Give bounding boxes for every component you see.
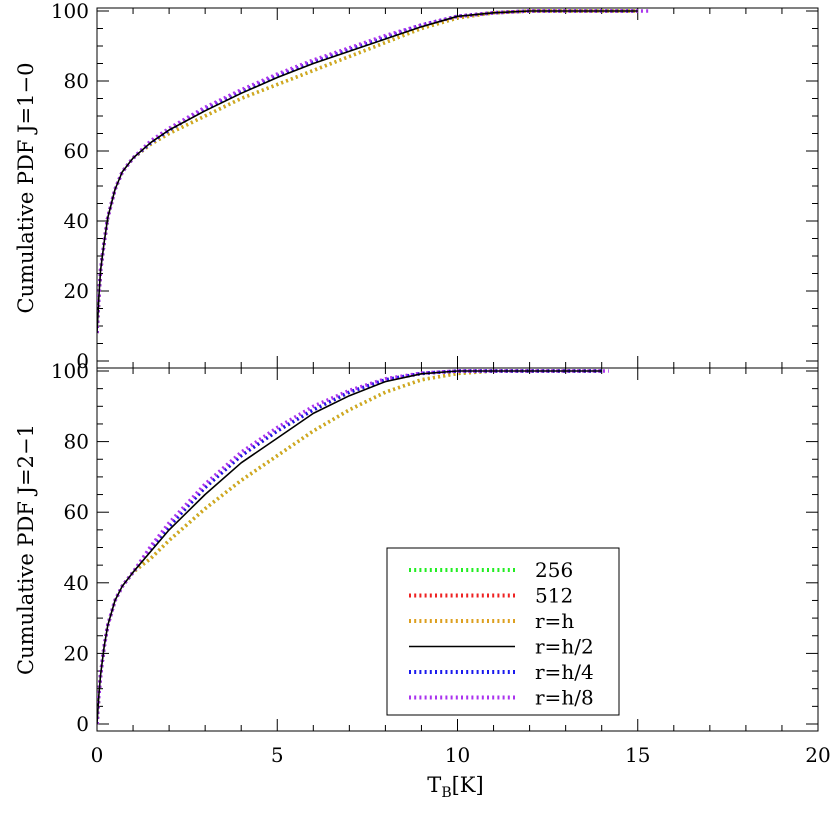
y-tick-label: 100 — [51, 359, 89, 383]
legend-label: r=h — [535, 609, 574, 633]
y-tick-label: 0 — [76, 712, 89, 736]
x-tick-label: 0 — [91, 743, 104, 767]
y-tick-label: 60 — [64, 500, 89, 524]
series-line-r-h-4 — [97, 9, 638, 334]
y-tick-label: 20 — [64, 641, 89, 665]
legend-box — [386, 547, 620, 716]
x-tick-label: 15 — [625, 743, 650, 767]
y-tick-label: 40 — [64, 571, 89, 595]
series-line-r-h-2 — [97, 370, 602, 725]
y-axis-title: Cumulative PDF J=2−1 — [14, 424, 38, 675]
x-tick-label: 20 — [805, 743, 830, 767]
legend-label: r=h/8 — [535, 686, 594, 710]
series-line-256 — [97, 9, 638, 334]
legend-label: 512 — [535, 584, 573, 608]
series-line-r-h — [97, 9, 638, 334]
plot-frame — [96, 7, 819, 369]
x-tick-label: 10 — [445, 743, 470, 767]
series-line-512 — [97, 9, 638, 334]
y-tick-label: 0 — [76, 349, 89, 373]
y-tick-label: 100 — [51, 0, 89, 23]
panel-top: 0 20 40 60 80 100 Cumulative PDF J=1−0 — [14, 0, 819, 373]
panel-bottom: 0 20 40 60 80 100 0 5 10 15 20 Cumulative PDF J=2−1… — [14, 359, 830, 801]
series-line-r-h-8 — [97, 9, 649, 334]
y-tick-label: 40 — [64, 209, 89, 233]
x-axis-title: TB[K] — [427, 773, 483, 801]
legend-label: 256 — [535, 558, 573, 582]
y-tick-label: 20 — [64, 279, 89, 303]
legend-label: r=h/4 — [535, 660, 594, 684]
y-tick-label: 80 — [64, 69, 89, 93]
y-tick-label: 60 — [64, 139, 89, 163]
y-axis-title: Cumulative PDF J=1−0 — [14, 63, 38, 314]
legend-label: r=h/2 — [535, 635, 594, 659]
series-line-r-h-2 — [97, 10, 638, 334]
y-tick-label: 80 — [64, 430, 89, 454]
x-tick-label: 5 — [271, 743, 284, 767]
